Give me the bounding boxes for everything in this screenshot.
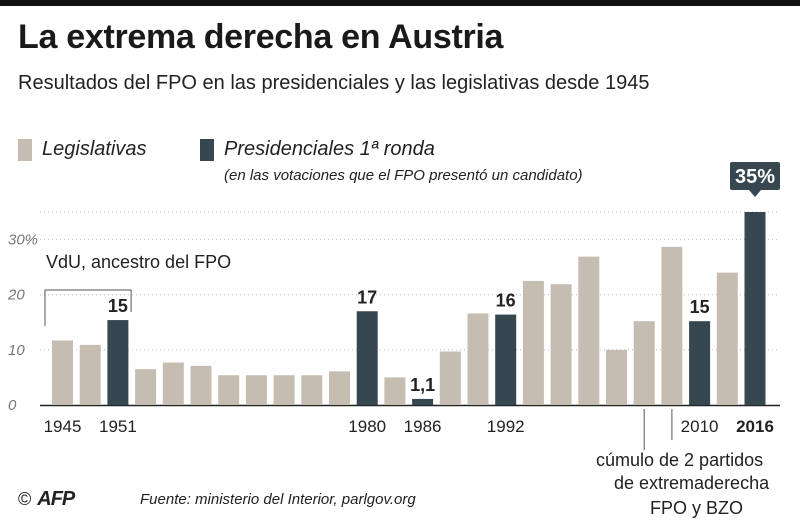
bar-legislativas	[273, 375, 295, 405]
afp-logo: AFP	[37, 488, 75, 510]
highlight-value-label: 35%	[735, 166, 775, 188]
bar-presidenciales	[744, 212, 766, 405]
bar-legislativas	[301, 375, 323, 405]
bar-value-label: 15	[690, 297, 710, 317]
source-note: Fuente: ministerio del Interior, parlgov…	[140, 491, 416, 508]
bar-legislativas	[218, 375, 240, 405]
page-title: La extrema derecha en Austria	[18, 18, 504, 56]
vdu-bracket	[44, 289, 132, 326]
legend-label-legislativas: Legislativas	[42, 138, 147, 160]
y-tick-label: 30%	[8, 232, 38, 249]
bar-legislativas	[439, 351, 461, 405]
footer-credit: © AFP	[18, 488, 75, 511]
page-subtitle: Resultados del FPO en las presidenciales…	[18, 72, 650, 94]
x-tick-label: 1951	[99, 417, 137, 436]
copyright-symbol: ©	[18, 489, 32, 509]
legend-note: (en las votaciones que el FPO presentó u…	[224, 167, 583, 184]
bar-legislativas	[578, 256, 600, 405]
legend-legislativas: Legislativas	[18, 138, 147, 161]
bar-legislativas	[245, 375, 267, 405]
legend-swatch-legislativas	[18, 138, 32, 161]
bar-value-label: 16	[496, 291, 516, 311]
bar-presidenciales	[356, 311, 378, 405]
cumulo-annotation-line: FPO y BZO	[650, 498, 743, 518]
bar-presidenciales	[689, 321, 711, 405]
bar-legislativas	[190, 365, 212, 405]
x-tick-label: 1945	[44, 417, 82, 436]
y-tick-label: 10	[8, 342, 25, 359]
bar-legislativas	[329, 371, 350, 405]
bar-legislativas	[550, 284, 572, 405]
bar-presidenciales	[495, 314, 517, 405]
bar-value-label: 17	[357, 287, 377, 307]
x-tick-label: 1986	[404, 417, 442, 436]
bar-value-label: 1,1	[410, 375, 435, 395]
cumulo-annotation-line: de extremaderecha	[614, 473, 770, 493]
x-tick-label: 2010	[681, 417, 719, 436]
bar-legislativas	[661, 246, 683, 405]
bar-legislativas	[79, 344, 101, 405]
highlight-value-pointer	[749, 190, 761, 197]
bar-legislativas	[522, 280, 544, 405]
bar-legislativas	[716, 272, 738, 405]
legend-label-presidenciales: Presidenciales 1ª ronda	[224, 138, 435, 160]
bar-legislativas	[384, 377, 406, 405]
y-tick-label: 0	[8, 397, 17, 414]
x-tick-label: 2016	[736, 417, 774, 436]
bar-legislativas	[606, 349, 627, 405]
x-tick-label: 1992	[487, 417, 525, 436]
bar-presidenciales	[412, 398, 434, 405]
bar-legislativas	[52, 340, 73, 405]
top-bar	[0, 0, 800, 6]
bar-presidenciales	[107, 320, 129, 405]
bar-legislativas	[633, 321, 655, 405]
legend-presidenciales: Presidenciales 1ª ronda	[200, 138, 435, 161]
bar-legislativas	[162, 362, 184, 405]
highlight-value-box	[730, 162, 780, 190]
y-tick-label: 20	[7, 287, 25, 304]
vdu-annotation: VdU, ancestro del FPO	[46, 252, 231, 272]
bar-legislativas	[135, 369, 157, 405]
bar-value-label: 15	[108, 296, 128, 316]
legend-swatch-presidenciales	[200, 138, 214, 161]
bar-legislativas	[467, 313, 489, 405]
x-tick-label: 1980	[348, 417, 386, 436]
cumulo-annotation-line: cúmulo de 2 partidos	[596, 450, 763, 470]
